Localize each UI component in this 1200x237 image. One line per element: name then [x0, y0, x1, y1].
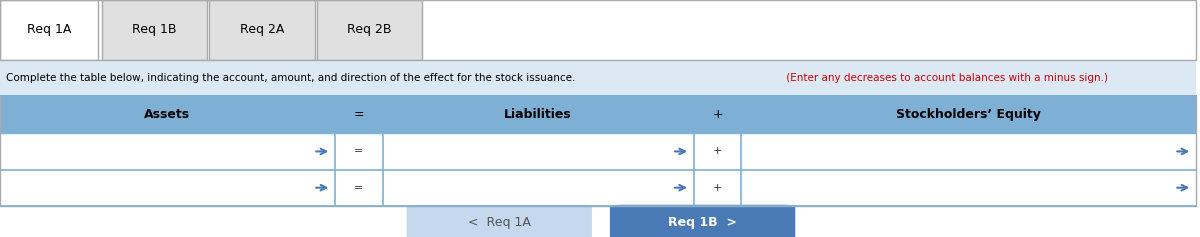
Text: Req 1B  >: Req 1B > — [668, 216, 737, 229]
Text: Stockholders’ Equity: Stockholders’ Equity — [896, 108, 1042, 121]
Text: =: = — [354, 108, 364, 121]
Text: Assets: Assets — [144, 108, 191, 121]
Text: =: = — [354, 183, 364, 193]
FancyBboxPatch shape — [0, 96, 1196, 133]
FancyBboxPatch shape — [0, 133, 1196, 169]
Text: Req 2B: Req 2B — [347, 23, 391, 36]
Text: Liabilities: Liabilities — [504, 108, 572, 121]
Text: Complete the table below, indicating the account, amount, and direction of the e: Complete the table below, indicating the… — [6, 73, 575, 83]
FancyBboxPatch shape — [209, 0, 314, 60]
Text: =: = — [354, 146, 364, 156]
FancyBboxPatch shape — [0, 169, 1196, 206]
Text: <  Req 1A: < Req 1A — [468, 216, 530, 229]
Text: +: + — [713, 183, 722, 193]
FancyBboxPatch shape — [102, 0, 206, 60]
FancyBboxPatch shape — [0, 0, 98, 60]
Text: Req 1B: Req 1B — [132, 23, 176, 36]
FancyBboxPatch shape — [317, 0, 422, 60]
Text: (Enter any decreases to account balances with a minus sign.): (Enter any decreases to account balances… — [784, 73, 1109, 83]
FancyBboxPatch shape — [407, 205, 592, 237]
FancyBboxPatch shape — [0, 60, 1196, 96]
FancyBboxPatch shape — [610, 205, 796, 237]
Text: +: + — [713, 146, 722, 156]
Text: Req 1A: Req 1A — [26, 23, 71, 36]
Text: Req 2A: Req 2A — [240, 23, 284, 36]
Text: +: + — [712, 108, 722, 121]
